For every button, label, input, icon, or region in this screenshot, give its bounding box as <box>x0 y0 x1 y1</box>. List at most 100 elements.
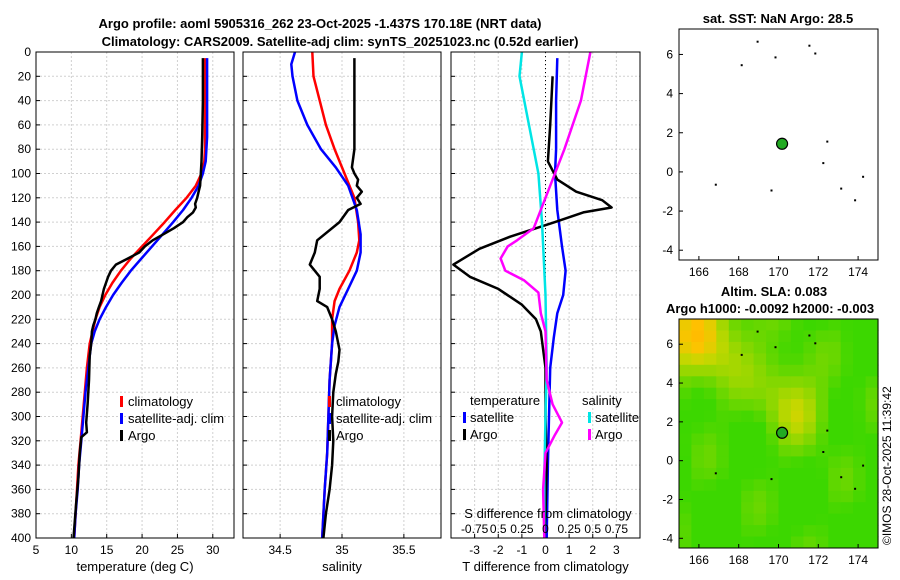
sla-heatmap-cell <box>790 513 804 526</box>
sla-heatmap-cell <box>803 513 817 526</box>
island-speck <box>740 353 743 356</box>
sla-heatmap-cell <box>815 490 829 503</box>
y-tick-label: 4 <box>666 87 673 101</box>
sla-heatmap-cell <box>803 444 817 457</box>
sla-heatmap-cell <box>741 330 755 343</box>
sla-heatmap-cell <box>728 410 742 423</box>
sla-heatmap-cell <box>741 387 755 400</box>
map-title-line-2: Argo h1000: -0.0092 h2000: -0.003 <box>666 301 874 316</box>
sla-heatmap-cell <box>728 513 742 526</box>
secondary-x-tick-label: -0.75 <box>461 522 489 536</box>
sla-heatmap-cell <box>766 479 780 492</box>
sla-heatmap-cell <box>828 410 842 423</box>
sla-heatmap-cell <box>828 376 842 389</box>
sla-heatmap-cell <box>679 353 692 366</box>
sla-heatmap-cell <box>716 456 730 469</box>
sla-heatmap-cell <box>865 410 879 423</box>
sla-heatmap-cell <box>790 422 804 435</box>
sla-heatmap-cell <box>840 376 854 389</box>
sla-heatmap-cell <box>691 364 705 377</box>
legend-label: Argo <box>336 428 363 443</box>
sla-heatmap-cell <box>716 376 730 389</box>
sla-heatmap-cell <box>865 341 879 354</box>
sla-heatmap-cell <box>828 330 842 343</box>
legend-swatch <box>120 430 123 441</box>
x-tick-label: 15 <box>100 543 114 557</box>
sla-heatmap-cell <box>828 525 842 538</box>
x-tick-label: 25 <box>171 543 185 557</box>
sla-heatmap-cell <box>790 330 804 343</box>
sla-heatmap-cell <box>716 319 730 331</box>
sla-heatmap-cell <box>828 479 842 492</box>
sla-heatmap-cell <box>766 410 780 423</box>
island-speck <box>774 56 777 59</box>
sla-heatmap-cell <box>778 502 792 515</box>
salinity-panel: 34.5 35 35.5 salinity climatology satellite-a… <box>242 51 442 574</box>
sla-heatmap-cell <box>815 444 829 457</box>
sla-heatmap-cell <box>865 433 879 446</box>
legend-label: satellite-adj. clim <box>128 411 224 426</box>
sla-heatmap-cell <box>840 319 854 331</box>
sla-heatmap-cell <box>778 525 792 538</box>
sla-heatmap-cell <box>803 364 817 377</box>
sla-heatmap-cell <box>790 502 804 515</box>
y-tick-label: 320 <box>11 434 31 448</box>
sla-heatmap-cell <box>703 525 717 538</box>
sla-heatmap-cell <box>840 387 854 400</box>
sla-heatmap-cell <box>703 536 717 549</box>
sla-heatmap-cell <box>853 364 867 377</box>
legend-label: satellite <box>470 410 514 425</box>
sla-heatmap-cell <box>815 422 829 435</box>
sla-heatmap-cell <box>691 399 705 412</box>
x-axis-label: salinity <box>322 559 362 574</box>
y-tick-label: 380 <box>11 507 31 521</box>
sla-heatmap-cell <box>716 502 730 515</box>
y-tick-label: 80 <box>18 142 32 156</box>
sla-heatmap-cell <box>716 410 730 423</box>
sla-heatmap-cell <box>865 353 879 366</box>
sla-heatmap-cell <box>679 536 692 549</box>
sla-heatmap-cell <box>766 422 780 435</box>
y-tick-label: 60 <box>18 118 32 132</box>
sla-heatmap-cell <box>703 479 717 492</box>
sla-heatmap-cell <box>840 456 854 469</box>
sla-heatmap-cell <box>691 433 705 446</box>
sla-heatmap-cell <box>716 387 730 400</box>
sla-heatmap-cell <box>853 513 867 526</box>
sla-heatmap-cell <box>803 536 817 549</box>
sla-heatmap-cell <box>703 341 717 354</box>
x-tick-label: -2 <box>493 543 504 557</box>
island-speck <box>814 52 817 55</box>
sla-heatmap-cell <box>716 399 730 412</box>
sla-heatmap-cell <box>766 353 780 366</box>
sla-heatmap-cell <box>691 536 705 549</box>
sla-heatmap-cell <box>728 467 742 480</box>
sla-heatmap-cell <box>815 330 829 343</box>
sla-heatmap-cell <box>728 353 742 366</box>
sla-heatmap-cell <box>753 376 767 389</box>
sla-heatmap-cell <box>865 513 879 526</box>
sla-heatmap-cell <box>703 330 717 343</box>
sla-heatmap-cell <box>728 387 742 400</box>
y-tick-label: 280 <box>11 385 31 399</box>
secondary-x-tick-label: 0.25 <box>557 522 581 536</box>
y-tick-label: 340 <box>11 458 31 472</box>
axes-box <box>450 51 641 539</box>
sla-heatmap-cell <box>728 376 742 389</box>
sla-heatmap-cell <box>703 387 717 400</box>
y-tick-label: 140 <box>11 215 31 229</box>
sla-heatmap-cell <box>728 433 742 446</box>
sla-heatmap-cell <box>703 433 717 446</box>
sla-heatmap-cell <box>790 525 804 538</box>
sla-heatmap-cell <box>853 467 867 480</box>
sla-heatmap-cell <box>803 490 817 503</box>
sla-heatmap-cell <box>840 410 854 423</box>
island-speck <box>862 175 865 178</box>
sla-heatmap-cell <box>840 399 854 412</box>
sla-heatmap-cell <box>840 467 854 480</box>
sla-heatmap-cell <box>828 399 842 412</box>
sla-heatmap-cell <box>728 502 742 515</box>
sla-heatmap-cell <box>753 490 767 503</box>
sla-heatmap-cell <box>753 444 767 457</box>
legend-label: Argo <box>595 427 622 442</box>
